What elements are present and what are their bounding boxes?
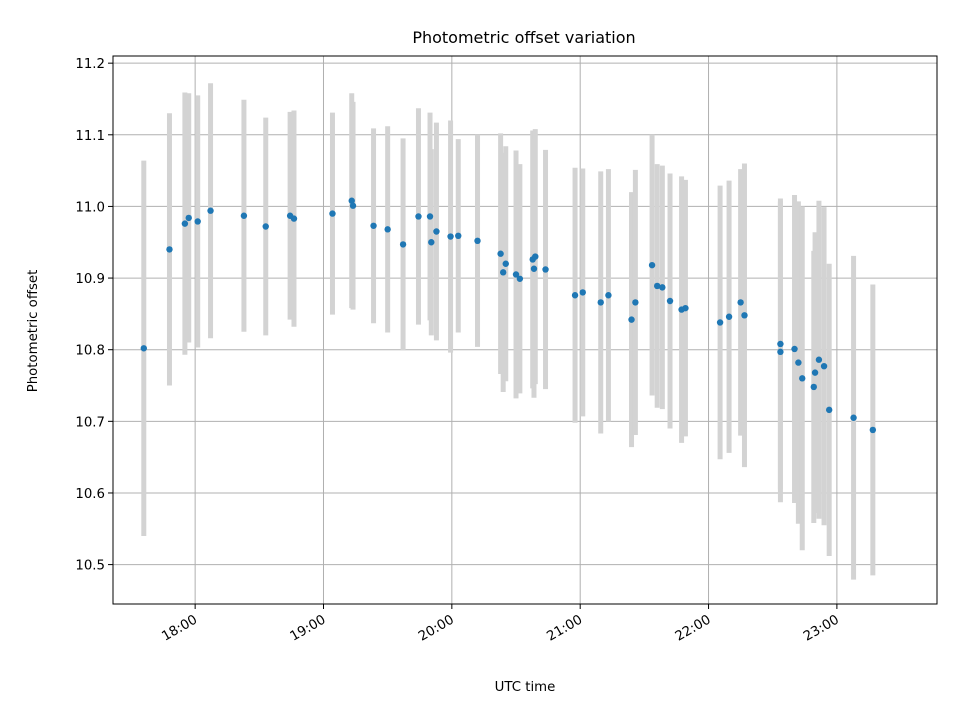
x-tick-label: 21:00 [544,612,585,644]
data-point [777,348,784,356]
y-tick-label: 11.2 [75,57,105,72]
data-point [659,284,666,291]
data-point [166,246,173,253]
data-point [795,359,802,366]
data-point [815,356,823,363]
data-point [497,250,504,257]
x-tick-label: 19:00 [288,612,329,644]
data-point [628,316,635,323]
x-tick-label: 22:00 [673,612,714,644]
data-point [516,275,524,282]
data-point [290,215,298,222]
x-axis-label: UTC time [495,680,556,695]
data-point [820,362,828,370]
data-point [370,222,377,229]
data-point [140,345,148,352]
data-point [530,265,538,272]
data-point [653,282,661,290]
data-point [791,345,798,353]
data-point [799,375,806,382]
data-point [384,226,391,233]
x-tick-label: 20:00 [416,612,457,644]
data-point [474,237,481,245]
data-point [579,289,586,296]
data-point [777,340,784,348]
data-point [428,239,435,246]
data-point [571,292,579,299]
data-point [426,213,434,220]
data-point [329,210,336,217]
data-point [737,299,744,306]
data-point [850,414,857,421]
data-point [811,369,819,376]
y-tick-label: 11.0 [75,200,105,215]
data-point [682,304,689,312]
x-tick-label: 18:00 [159,612,200,644]
data-point [632,299,639,306]
y-tick-label: 10.5 [75,559,105,574]
data-point [262,223,269,230]
data-point [349,202,357,209]
data-point [597,299,604,306]
plot-frame [112,55,938,605]
data-point [810,383,817,391]
data-point [181,220,189,227]
error-bars [141,83,876,580]
data-point [741,312,748,319]
data-point [825,406,833,414]
data-point [869,426,877,434]
data-point [499,269,507,276]
data-point [399,241,407,248]
y-tick-label: 10.9 [75,272,105,287]
data-point [666,297,674,305]
data-point [415,213,422,220]
y-axis-label: Photometric offset [26,270,41,393]
y-tick-label: 11.1 [75,129,105,144]
data-point [185,214,192,222]
data-point [455,232,462,240]
data-point [502,260,509,267]
data-point [207,207,214,214]
data-point [542,266,549,273]
data-point [532,253,539,260]
data-point [348,197,355,204]
data-point [194,218,201,225]
y-tick-label: 10.7 [75,415,105,430]
data-point [433,228,440,235]
data-point [512,271,520,278]
data-point [725,313,733,320]
data-point [716,319,724,326]
x-tick-label: 23:00 [801,612,842,644]
grid-lines [113,56,937,604]
data-point [240,212,248,219]
y-tick-label: 10.8 [75,344,105,359]
data-point [447,233,454,240]
data-point [648,261,656,269]
chart-title: Photometric offset variation [412,28,635,47]
data-points [140,197,877,434]
data-point [605,292,612,299]
y-tick-label: 10.6 [75,487,105,502]
